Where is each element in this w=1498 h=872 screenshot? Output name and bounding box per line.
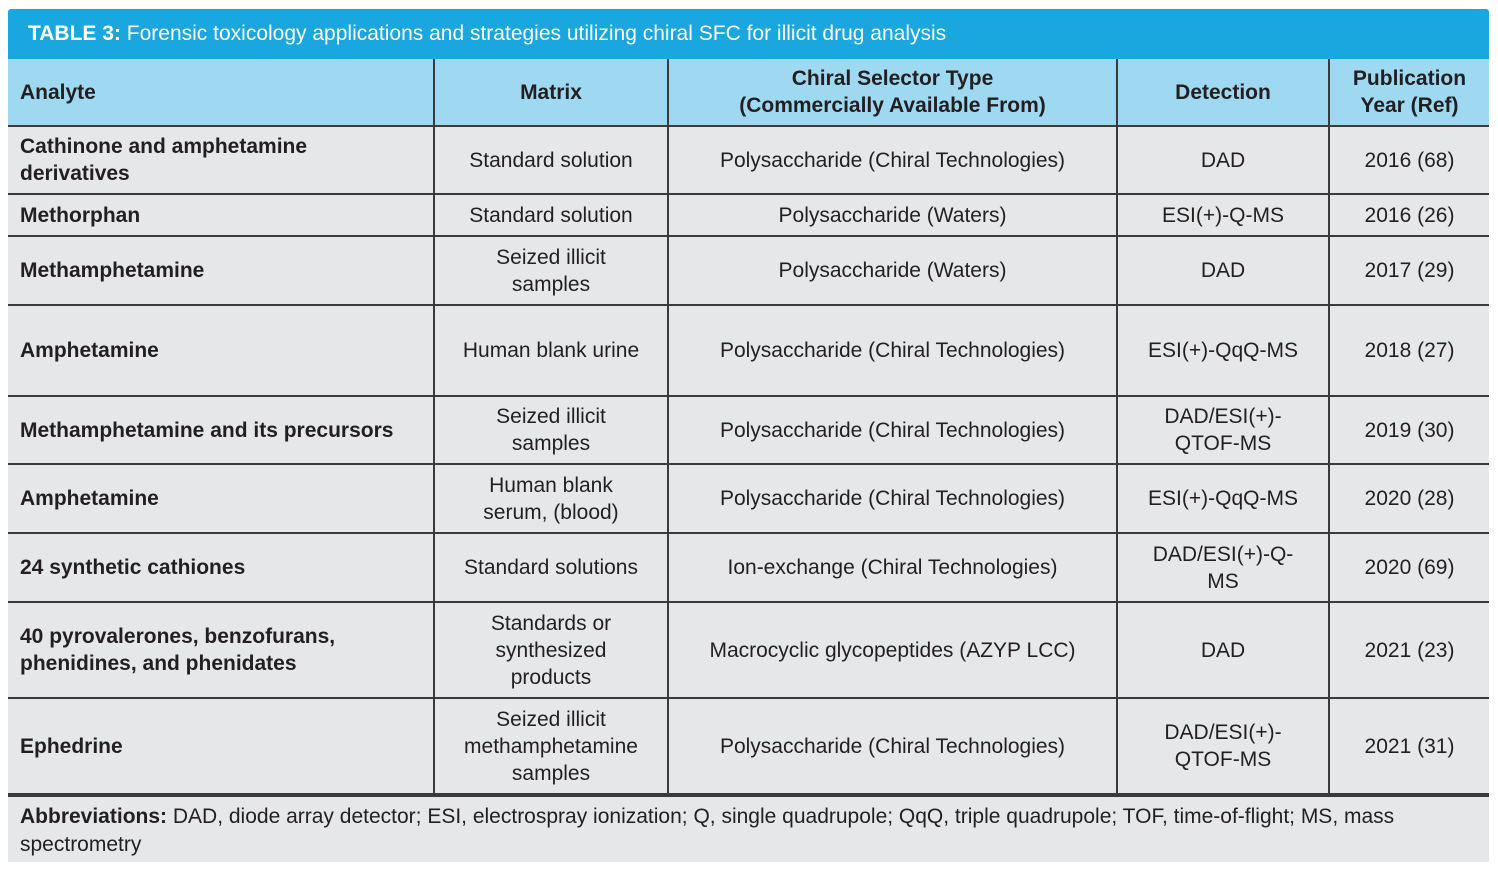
cell-detection-text: ESI(+)-QqQ-MS (1148, 339, 1298, 362)
cell-matrix-text: Standard solution (469, 203, 633, 227)
cell-matrix: Standards or synthesized products (433, 601, 669, 699)
cell-matrix-text: Standard solution (469, 148, 633, 172)
cell-analyte: 24 synthetic cathiones (8, 532, 435, 603)
table-caption: Forensic toxicology applications and str… (120, 22, 947, 45)
cell-detection-text: ESI(+)-Q-MS (1162, 203, 1284, 227)
cell-analyte: Methamphetamine and its precursors (8, 395, 435, 465)
abbreviations-label: Abbreviations: (20, 805, 168, 828)
cell-detection: ESI(+)-QqQ-MS (1116, 304, 1330, 397)
cell-detection-text: DAD (1200, 638, 1246, 662)
cell-detection: DAD (1116, 235, 1330, 306)
data-table: Analyte Matrix Chiral Selector Type (Com… (8, 59, 1489, 795)
cell-matrix-text: Seized illicit samples (496, 405, 606, 455)
cell-analyte: 40 pyrovalerones, benzofurans, phenidine… (8, 601, 435, 699)
cell-detection-text: DAD (1200, 148, 1246, 172)
cell-selector: Polysaccharide (Chiral Technologies) (667, 395, 1118, 465)
cell-matrix: Seized illicit methamphetamine samples (433, 697, 669, 795)
header-row: Analyte Matrix Chiral Selector Type (Com… (8, 59, 1489, 127)
header-selector: Chiral Selector Type (Commercially Avail… (667, 59, 1118, 127)
table-row: Methamphetamine and its precursors Seized… (8, 395, 1489, 465)
table-body: Cathinone and amphetamine derivatives Sta… (8, 125, 1489, 795)
cell-year: 2016 (68) (1328, 125, 1489, 195)
abbreviations-note: Abbreviations: DAD, diode array detector… (8, 795, 1489, 862)
cell-detection-text: ESI(+)-QqQ-MS (1148, 487, 1298, 510)
cell-analyte: Amphetamine (8, 304, 435, 397)
cell-detection: ESI(+)-Q-MS (1116, 193, 1330, 237)
cell-matrix: Human blank urine (433, 304, 669, 397)
cell-year: 2018 (27) (1328, 304, 1489, 397)
cell-matrix: Seized illicit samples (433, 235, 669, 306)
cell-year: 2017 (29) (1328, 235, 1489, 306)
cell-year: 2020 (69) (1328, 532, 1489, 603)
cell-analyte: Ephedrine (8, 697, 435, 795)
table-row: Methamphetamine Seized illicit samples Pol… (8, 235, 1489, 306)
cell-matrix-text: Human blank urine (462, 339, 640, 362)
table-row: Amphetamine Human blank serum, (blood) Pol… (8, 463, 1489, 534)
header-detection: Detection (1116, 59, 1330, 127)
cell-detection-text: DAD/ESI(+)-QTOF-MS (1164, 721, 1282, 771)
cell-selector: Ion-exchange (Chiral Technologies) (667, 532, 1118, 603)
cell-detection: DAD/ESI(+)-QTOF-MS (1116, 697, 1330, 795)
table-row: Amphetamine Human blank urine Polysacchari… (8, 304, 1489, 397)
header-matrix: Matrix (433, 59, 669, 127)
cell-detection: DAD/ESI(+)-QTOF-MS (1116, 395, 1330, 465)
cell-analyte: Methorphan (8, 193, 435, 237)
cell-matrix-text: Seized illicit samples (496, 245, 606, 296)
table-header: Analyte Matrix Chiral Selector Type (Com… (8, 59, 1489, 127)
abbreviations-text: DAD, diode array detector; ESI, electros… (20, 805, 1395, 856)
table-row: Cathinone and amphetamine derivatives Sta… (8, 125, 1489, 195)
cell-selector: Polysaccharide (Chiral Technologies) (667, 463, 1118, 534)
cell-selector: Polysaccharide (Chiral Technologies) (667, 304, 1118, 397)
header-year: Publication Year (Ref) (1328, 59, 1489, 127)
cell-detection: DAD/ESI(+)-Q-MS (1116, 532, 1330, 603)
table-row: Methorphan Standard solution Polysaccharid… (8, 193, 1489, 237)
cell-year: 2019 (30) (1328, 395, 1489, 465)
cell-year: 2021 (31) (1328, 697, 1489, 795)
cell-detection: DAD (1116, 125, 1330, 195)
cell-matrix-text: Human blank serum, (blood) (483, 473, 619, 524)
cell-matrix-text: Standards or synthesized products (490, 611, 612, 689)
cell-analyte: Methamphetamine (8, 235, 435, 306)
cell-detection-text: DAD/ESI(+)-QTOF-MS (1164, 405, 1282, 455)
cell-detection: DAD (1116, 601, 1330, 699)
table-row: 24 synthetic cathiones Standard solutions… (8, 532, 1489, 603)
cell-year: 2016 (26) (1328, 193, 1489, 237)
cell-selector: Macrocyclic glycopeptides (AZYP LCC) (667, 601, 1118, 699)
cell-matrix: Standard solutions (433, 532, 669, 603)
cell-detection-text: DAD (1200, 259, 1246, 282)
cell-year: 2021 (23) (1328, 601, 1489, 699)
cell-year: 2020 (28) (1328, 463, 1489, 534)
cell-matrix: Human blank serum, (blood) (433, 463, 669, 534)
cell-analyte: Cathinone and amphetamine derivatives (8, 125, 435, 195)
cell-selector: Polysaccharide (Chiral Technologies) (667, 697, 1118, 795)
table-row: Ephedrine Seized illicit methamphetamine … (8, 697, 1489, 795)
cell-matrix-text: Standard solutions (464, 556, 638, 579)
cell-selector: Polysaccharide (Waters) (667, 235, 1118, 306)
header-analyte: Analyte (8, 59, 435, 127)
cell-detection-text: DAD/ESI(+)-Q-MS (1152, 542, 1294, 593)
cell-detection: ESI(+)-QqQ-MS (1116, 463, 1330, 534)
cell-analyte: Amphetamine (8, 463, 435, 534)
cell-selector: Polysaccharide (Waters) (667, 193, 1118, 237)
table-figure: TABLE 3: Forensic toxicology application… (8, 9, 1489, 862)
cell-matrix: Standard solution (433, 193, 669, 237)
cell-matrix-text: Seized illicit methamphetamine samples (464, 707, 638, 785)
table-row: 40 pyrovalerones, benzofurans, phenidine… (8, 601, 1489, 699)
header-selector-text: Chiral Selector Type (Commercially Avail… (739, 67, 1046, 117)
cell-selector: Polysaccharide (Chiral Technologies) (667, 125, 1118, 195)
table-title: TABLE 3: Forensic toxicology application… (8, 9, 1489, 59)
cell-matrix: Standard solution (433, 125, 669, 195)
table-number: TABLE 3: (28, 22, 121, 45)
cell-matrix: Seized illicit samples (433, 395, 669, 465)
